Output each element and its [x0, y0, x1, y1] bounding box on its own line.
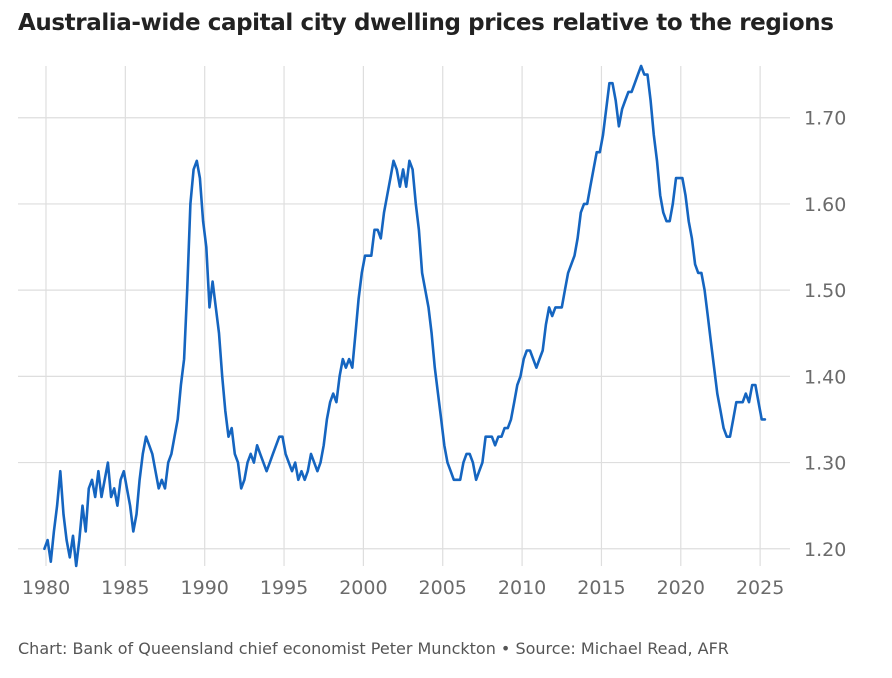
y-tick-label: 1.50 — [804, 280, 846, 302]
y-axis-ticks: 1.20 1.30 1.40 1.50 1.60 1.70 — [804, 108, 846, 561]
y-tick-label: 1.20 — [804, 539, 846, 561]
y-tick-label: 1.30 — [804, 453, 846, 475]
x-tick-label: 1990 — [181, 577, 229, 599]
x-tick-label: 1980 — [22, 577, 70, 599]
x-axis-ticks: 1980 1985 1990 1995 2000 2005 2010 2015 2020 2025 — [22, 577, 784, 599]
x-tick-label: 2015 — [577, 577, 625, 599]
x-tick-label: 2025 — [736, 577, 784, 599]
x-tick-label: 1985 — [101, 577, 149, 599]
y-tick-label: 1.70 — [804, 108, 846, 130]
chart-title: Australia-wide capital city dwelling pri… — [18, 10, 834, 36]
y-tick-label: 1.40 — [804, 366, 846, 388]
chart-credit: Chart: Bank of Queensland chief economis… — [18, 639, 729, 658]
line-chart: 1980 1985 1990 1995 2000 2005 2010 2015 2020 2025… — [18, 64, 846, 599]
x-tick-label: 1995 — [260, 577, 308, 599]
x-tick-label: 2020 — [657, 577, 705, 599]
series-group — [43, 64, 767, 568]
series-line — [43, 64, 767, 568]
x-tick-label: 2005 — [419, 577, 467, 599]
x-tick-label: 2000 — [339, 577, 387, 599]
vertical-gridlines — [45, 66, 761, 566]
x-tick-label: 2010 — [498, 577, 546, 599]
horizontal-gridlines — [18, 117, 790, 550]
y-tick-label: 1.60 — [804, 194, 846, 216]
